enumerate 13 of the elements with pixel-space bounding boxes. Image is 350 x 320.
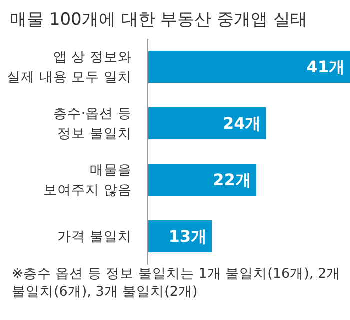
bar bbox=[148, 51, 350, 83]
annotation: ※층수 옵션 등 정보 불일치는 1개 불일치(16개), 2개 불일치(6개), 3개 불일치(2개) bbox=[11, 265, 342, 301]
bar bbox=[148, 164, 256, 196]
data-label: 22개 bbox=[213, 170, 252, 190]
chart-title: 매물 100개에 대한 부동산 중개앱 실태 bbox=[9, 9, 308, 32]
y-tick-label: 층수·옵션 등 정보 불일치 bbox=[53, 106, 132, 142]
bar bbox=[148, 108, 266, 140]
data-label: 13개 bbox=[168, 227, 208, 246]
y-tick-label: 매물을 보여주지 않음 bbox=[44, 162, 132, 198]
data-label: 41개 bbox=[306, 58, 345, 77]
y-tick-label: 앱 상 정보와 실제 내용 모두 일치 bbox=[7, 49, 132, 86]
data-label: 24개 bbox=[222, 114, 262, 134]
y-tick-label: 가격 불일치 bbox=[58, 228, 132, 245]
